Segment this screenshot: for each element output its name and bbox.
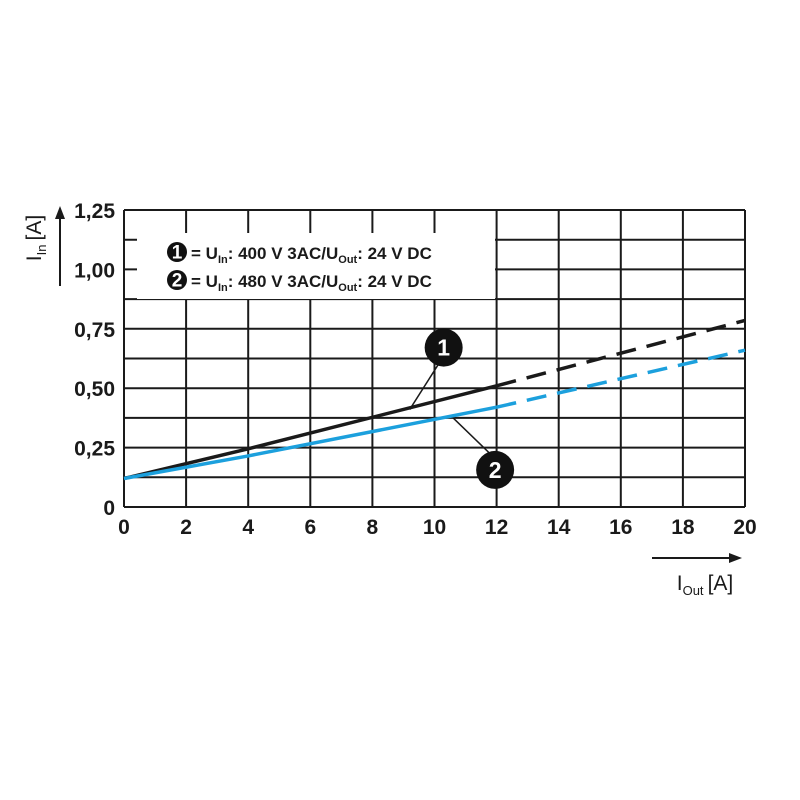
legend: 1 = UIn: 400 V 3AC/UOut: 24 V DC 2 = UIn… — [137, 233, 495, 299]
legend-label-1: = UIn: 400 V 3AC/UOut: 24 V DC — [191, 244, 432, 266]
series-2-dashed-line — [496, 348, 746, 409]
y-tick-label: 0,50 — [74, 378, 115, 401]
y-axis-arrow — [55, 206, 65, 286]
x-tick-label: 6 — [304, 516, 316, 539]
series-2-callout-badge — [476, 450, 515, 489]
legend-label-2-part1: = U — [191, 272, 218, 291]
y-axis-title-symbol: I — [23, 255, 46, 261]
x-tick-label: 10 — [423, 516, 446, 539]
legend-entry-2: 2 = UIn: 480 V 3AC/UOut: 24 V DC — [167, 270, 432, 294]
legend-label-2-part3: : 24 V DC — [357, 272, 432, 291]
series-1: 1 — [123, 318, 746, 481]
y-tick-label: 0 — [103, 497, 115, 520]
series-1-callout-label: 1 — [437, 335, 450, 361]
x-tick-label: 16 — [609, 516, 632, 539]
legend-label-1-part1: = U — [191, 244, 218, 263]
x-tick-label: 0 — [118, 516, 130, 539]
x-axis-title-sub: Out — [683, 583, 704, 598]
y-tick-label: 1,25 — [74, 200, 115, 223]
series-2: 2 — [123, 348, 746, 489]
x-axis-arrow-head — [729, 553, 742, 563]
x-tick-label: 2 — [180, 516, 192, 539]
y-axis-title-text: IIn [A] — [23, 215, 49, 261]
y-axis-title-sub: In — [34, 245, 49, 256]
legend-marker-2 — [167, 270, 187, 290]
y-axis-title: IIn [A] — [23, 215, 49, 261]
series-2-solid-line — [123, 405, 497, 481]
x-axis-arrow — [652, 553, 742, 563]
legend-label-1-sub2: Out — [338, 254, 357, 266]
series-1-solid-line — [123, 384, 498, 481]
legend-label-2-sub2: Out — [338, 282, 357, 294]
legend-marker-1-label: 1 — [172, 243, 183, 264]
series-layer: 12 — [123, 318, 746, 489]
x-axis-title: IOut [A] — [677, 572, 734, 598]
x-tick-label: 18 — [671, 516, 695, 539]
legend-label-2: = UIn: 480 V 3AC/UOut: 24 V DC — [191, 272, 432, 294]
y-tick-label: 1,00 — [74, 259, 115, 282]
legend-entry-1: 1 = UIn: 400 V 3AC/UOut: 24 V DC — [167, 242, 432, 266]
legend-label-2-sub1: In — [218, 282, 228, 294]
y-tick-label: 0,75 — [74, 319, 115, 342]
series-1-callout-leader — [409, 363, 440, 410]
y-axis-title-unit: [A] — [23, 215, 46, 241]
y-tick-label: 0,25 — [74, 438, 115, 461]
legend-label-1-part3: : 24 V DC — [357, 244, 432, 263]
y-axis-arrow-head — [55, 206, 65, 219]
x-tick-label: 8 — [367, 516, 379, 539]
x-tick-label: 14 — [547, 516, 571, 539]
legend-marker-2-label: 2 — [172, 271, 183, 292]
legend-box — [137, 233, 495, 299]
series-2-callout-leader — [452, 417, 491, 455]
x-tick-label: 12 — [485, 516, 508, 539]
x-tick-label: 20 — [733, 516, 756, 539]
legend-label-2-part2: : 480 V 3AC/U — [228, 272, 339, 291]
x-axis-title-unit: [A] — [708, 572, 734, 595]
legend-marker-1 — [167, 242, 187, 262]
x-axis-title-symbol: I — [677, 572, 683, 595]
series-2-callout-label: 2 — [489, 457, 502, 483]
series-1-callout-badge — [424, 328, 463, 367]
x-axis-title-text: IOut [A] — [677, 572, 734, 598]
legend-label-1-sub1: In — [218, 254, 228, 266]
series-1-dashed-line — [496, 318, 746, 388]
x-tick-label: 4 — [242, 516, 254, 539]
legend-label-1-part2: : 400 V 3AC/U — [228, 244, 339, 263]
